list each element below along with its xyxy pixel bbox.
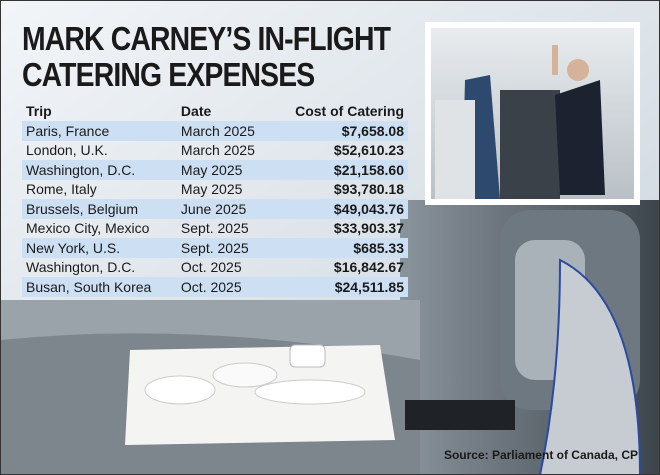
table-cell: $52,610.23 [333, 142, 404, 159]
table-cell: Paris, France [22, 121, 177, 141]
header-row: Trip Date Cost of Catering [22, 101, 408, 121]
table-cell: $21,158.60 [272, 160, 408, 180]
table-cell: May 2025 [180, 181, 243, 198]
table-row: New York, U.S. Sept. 2025 $685.33 [22, 238, 408, 258]
table-cell: $33,903.37 [333, 220, 404, 237]
table-row: London, U.K. March 2025 $52,610.23 [22, 141, 408, 161]
expenses-table: Trip Date Cost of Catering Paris, France Ma… [22, 101, 408, 297]
table-cell: Oct. 2025 [180, 259, 242, 276]
table-cell: $685.33 [272, 238, 408, 258]
table-cell: Brussels, Belgium [22, 199, 177, 219]
table-cell: Sept. 2025 [180, 220, 249, 237]
table-row: Brussels, Belgium June 2025 $49,043.76 [22, 199, 408, 219]
table-cell: March 2025 [176, 121, 273, 141]
table-cell: London, U.K. [26, 142, 108, 159]
table-cell: $16,842.67 [333, 259, 404, 276]
table-row: Washington, D.C. May 2025 $21,158.60 [22, 160, 408, 180]
table-row: Busan, South Korea Oct. 2025 $24,511.85 [22, 277, 408, 297]
table-cell: $93,780.18 [333, 181, 404, 198]
table-cell: Sept. 2025 [176, 238, 273, 258]
table-cell: $7,658.08 [272, 121, 408, 141]
column-header: Cost of Catering [295, 103, 404, 119]
table-cell: Busan, South Korea [22, 277, 177, 297]
table-cell: Mexico City, Mexico [26, 220, 150, 237]
table-cell: March 2025 [180, 142, 255, 159]
table-cell: New York, U.S. [22, 238, 177, 258]
column-header: Trip [26, 103, 52, 119]
title-line: CATERING EXPENSES [22, 56, 315, 93]
source-note: Source: Parliament of Canada, CP [443, 448, 638, 462]
title-line: MARK CARNEY’S IN-FLIGHT [22, 20, 391, 57]
table-row: Rome, Italy May 2025 $93,780.18 [22, 180, 408, 200]
table-row: Washington, D.C. Oct. 2025 $16,842.67 [22, 258, 408, 278]
table-cell: June 2025 [176, 199, 273, 219]
table-cell: Washington, D.C. [26, 259, 136, 276]
column-header: Date [180, 103, 212, 119]
table-row: Paris, France March 2025 $7,658.08 [22, 121, 408, 141]
table-cell: May 2025 [176, 160, 273, 180]
table-cell: Oct. 2025 [176, 277, 273, 297]
table-row: Mexico City, Mexico Sept. 2025 $33,903.37 [22, 219, 408, 239]
table-cell: $24,511.85 [272, 277, 408, 297]
table-cell: Rome, Italy [26, 181, 97, 198]
table-cell: Washington, D.C. [22, 160, 177, 180]
table-cell: $49,043.76 [272, 199, 408, 219]
